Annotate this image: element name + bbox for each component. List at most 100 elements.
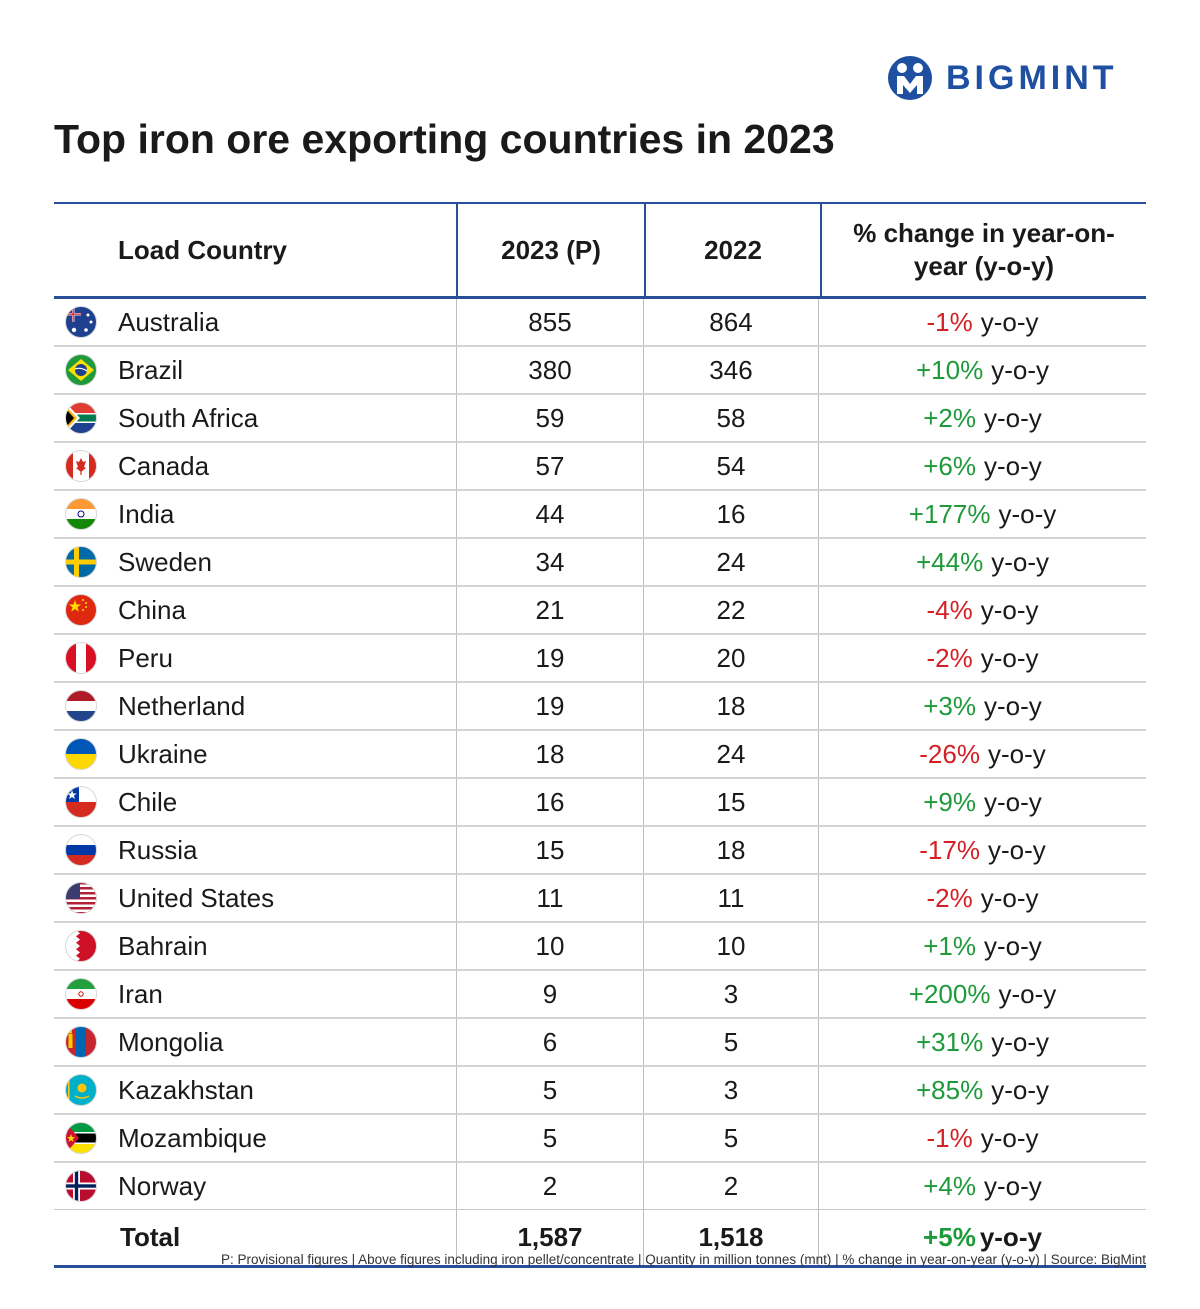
change-cell: +2% y-o-y bbox=[818, 395, 1146, 441]
change-cell: +9% y-o-y bbox=[818, 779, 1146, 825]
change-cell: +44% y-o-y bbox=[818, 539, 1146, 585]
country-name: Norway bbox=[118, 1170, 207, 1201]
value-2022: 54 bbox=[643, 443, 818, 489]
country-name: Mozambique bbox=[118, 1122, 267, 1153]
change-cell: +4% y-o-y bbox=[818, 1163, 1146, 1209]
change-value: +6% bbox=[923, 450, 976, 481]
country-name: Ukraine bbox=[118, 738, 208, 769]
country-name: Mongolia bbox=[118, 1026, 224, 1057]
country-cell: Mongolia bbox=[54, 1019, 456, 1065]
value-2022: 18 bbox=[643, 827, 818, 873]
table-row: Norway 2 2 +4% y-o-y bbox=[54, 1163, 1146, 1209]
value-2022: 24 bbox=[643, 539, 818, 585]
chile-flag-icon bbox=[65, 786, 97, 818]
value-2023: 16 bbox=[456, 779, 643, 825]
header-2023: 2023 (P) bbox=[456, 204, 644, 296]
value-2023: 34 bbox=[456, 539, 643, 585]
country-name: Iran bbox=[118, 978, 163, 1009]
country-name: Netherland bbox=[118, 690, 246, 721]
header-pct-change: % change in year-on-year (y-o-y) bbox=[820, 204, 1146, 296]
value-2023: 44 bbox=[456, 491, 643, 537]
value-2022: 58 bbox=[643, 395, 818, 441]
value-2022: 15 bbox=[643, 779, 818, 825]
country-cell: Norway bbox=[54, 1163, 456, 1209]
change-suffix: y-o-y bbox=[983, 786, 1042, 817]
country-name: Australia bbox=[118, 306, 220, 337]
header-pct-change-label: % change in year-on-year (y-o-y) bbox=[853, 218, 1115, 281]
change-value: -4% bbox=[926, 594, 973, 625]
bigmint-logo-icon bbox=[888, 56, 932, 100]
country-cell: Brazil bbox=[54, 347, 456, 393]
bahrain-flag-icon bbox=[65, 930, 97, 962]
canada-flag-icon bbox=[65, 450, 97, 482]
header-2022: 2022 bbox=[644, 204, 820, 296]
change-value: -1% bbox=[926, 1122, 973, 1153]
united-states-flag-icon bbox=[65, 882, 97, 914]
table-row: Chile 16 15 +9% y-o-y bbox=[54, 779, 1146, 827]
change-value: -2% bbox=[926, 882, 973, 913]
value-2022: 5 bbox=[643, 1115, 818, 1161]
country-name: Kazakhstan bbox=[118, 1074, 254, 1105]
change-cell: +85% y-o-y bbox=[818, 1067, 1146, 1113]
value-2022: 22 bbox=[643, 587, 818, 633]
change-cell: +3% y-o-y bbox=[818, 683, 1146, 729]
table-row: India 44 16 +177% y-o-y bbox=[54, 491, 1146, 539]
change-cell: -2% y-o-y bbox=[818, 875, 1146, 921]
table-row: Netherland 19 18 +3% y-o-y bbox=[54, 683, 1146, 731]
change-cell: +31% y-o-y bbox=[818, 1019, 1146, 1065]
total-label: Total bbox=[120, 1222, 181, 1252]
value-2023: 59 bbox=[456, 395, 643, 441]
table-row: Mozambique 5 5 -1% y-o-y bbox=[54, 1115, 1146, 1163]
change-cell: -26% y-o-y bbox=[818, 731, 1146, 777]
value-2023: 9 bbox=[456, 971, 643, 1017]
table-body: Australia 855 864 -1% y-o-y Brazil 380 346 +10% y… bbox=[54, 299, 1146, 1209]
table-row: United States 11 11 -2% y-o-y bbox=[54, 875, 1146, 923]
value-2022: 5 bbox=[643, 1019, 818, 1065]
value-2023: 18 bbox=[456, 731, 643, 777]
table-row: Sweden 34 24 +44% y-o-y bbox=[54, 539, 1146, 587]
country-name: Canada bbox=[118, 450, 210, 481]
country-name: Chile bbox=[118, 786, 178, 817]
change-value: +4% bbox=[923, 1170, 976, 1201]
change-cell: -1% y-o-y bbox=[818, 299, 1146, 345]
value-2023: 5 bbox=[456, 1115, 643, 1161]
value-2023: 5 bbox=[456, 1067, 643, 1113]
change-cell: -4% y-o-y bbox=[818, 587, 1146, 633]
country-name: Sweden bbox=[118, 546, 212, 577]
kazakhstan-flag-icon bbox=[65, 1074, 97, 1106]
country-name: Brazil bbox=[118, 354, 184, 385]
value-2023: 2 bbox=[456, 1163, 643, 1209]
value-2023: 380 bbox=[456, 347, 643, 393]
country-cell: Russia bbox=[54, 827, 456, 873]
change-suffix: y-o-y bbox=[980, 642, 1039, 673]
total-2022: 1,518 bbox=[643, 1210, 818, 1265]
table-row: Mongolia 6 5 +31% y-o-y bbox=[54, 1019, 1146, 1067]
country-name: United States bbox=[118, 882, 275, 913]
brazil-flag-icon bbox=[65, 354, 97, 386]
total-row: Total 1,587 1,518 +5% y-o-y bbox=[54, 1209, 1146, 1265]
change-value: +3% bbox=[923, 690, 976, 721]
change-value: +85% bbox=[915, 1074, 984, 1105]
change-suffix: y-o-y bbox=[983, 402, 1042, 433]
change-cell: +10% y-o-y bbox=[818, 347, 1146, 393]
footnote: P: Provisional figures | Above figures i… bbox=[221, 1252, 1146, 1267]
mongolia-flag-icon bbox=[65, 1026, 97, 1058]
country-cell: South Africa bbox=[54, 395, 456, 441]
change-value: +2% bbox=[923, 402, 976, 433]
ukraine-flag-icon bbox=[65, 738, 97, 770]
value-2023: 11 bbox=[456, 875, 643, 921]
table-row: Australia 855 864 -1% y-o-y bbox=[54, 299, 1146, 347]
change-value: -2% bbox=[926, 642, 973, 673]
change-suffix: y-o-y bbox=[983, 930, 1042, 961]
change-cell: -17% y-o-y bbox=[818, 827, 1146, 873]
table-row: Peru 19 20 -2% y-o-y bbox=[54, 635, 1146, 683]
india-flag-icon bbox=[65, 498, 97, 530]
change-suffix: y-o-y bbox=[987, 738, 1046, 769]
change-suffix: y-o-y bbox=[980, 1122, 1039, 1153]
table-row: Bahrain 10 10 +1% y-o-y bbox=[54, 923, 1146, 971]
change-cell: +1% y-o-y bbox=[818, 923, 1146, 969]
change-value: +31% bbox=[915, 1026, 984, 1057]
bigmint-logo: BIGMINT bbox=[886, 54, 1118, 102]
value-2022: 864 bbox=[643, 299, 818, 345]
table-row: Russia 15 18 -17% y-o-y bbox=[54, 827, 1146, 875]
